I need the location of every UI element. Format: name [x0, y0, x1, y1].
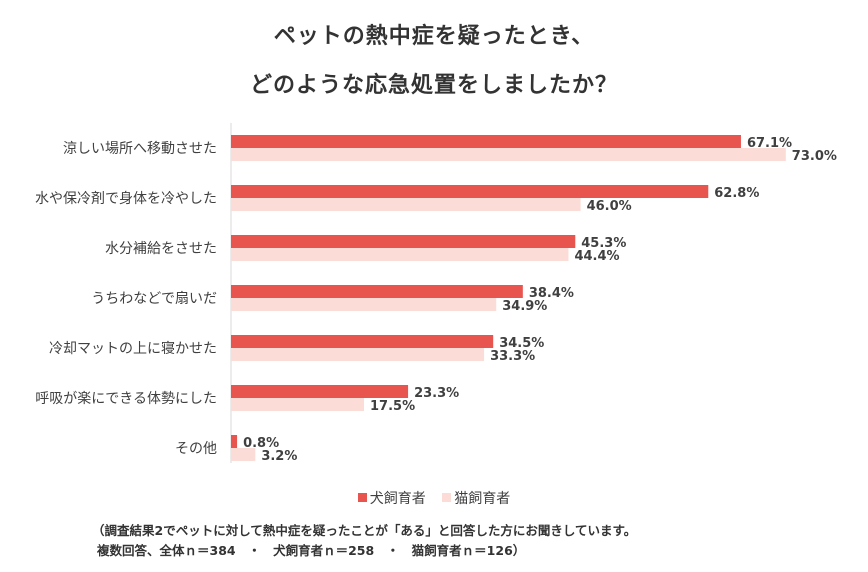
bar-cat	[231, 148, 786, 161]
bar-dog	[231, 235, 576, 248]
data-label-dog: 34.5%	[499, 336, 544, 351]
data-label-dog: 38.4%	[529, 286, 574, 301]
data-label-dog: 67.1%	[747, 136, 792, 151]
category-label: 水分補給をさせた	[105, 241, 217, 257]
footnote-line-1: （調査結果2でペットに対して熱中症を疑ったことが「ある」と回答した方にお聞きして…	[92, 523, 637, 538]
legend-label-dog: 犬飼育者	[369, 491, 426, 507]
chart-title-line-2: どのような応急処置をしましたか？	[249, 73, 618, 98]
category-label: 冷却マットの上に寝かせた	[49, 340, 217, 357]
data-label-dog: 23.3%	[414, 386, 459, 401]
data-label-cat: 44.4%	[574, 249, 619, 264]
legend-swatch-cat	[442, 493, 452, 502]
data-label-dog: 0.8%	[243, 436, 279, 451]
bar-cat	[231, 198, 581, 211]
category-label: 涼しい場所へ移動させた	[63, 141, 217, 157]
bar-dog	[231, 285, 523, 298]
legend: 犬飼育者 猫飼育者	[0, 488, 868, 508]
category-label: 呼吸が楽にできる体勢にした	[35, 391, 217, 407]
data-label-cat: 73.0%	[792, 149, 837, 164]
bar-dog	[231, 185, 709, 198]
bar-cat	[231, 348, 485, 361]
bar-cat	[231, 448, 256, 461]
category-label: うちわなどで扇いだ	[91, 291, 217, 307]
data-label-cat: 33.3%	[490, 349, 535, 364]
legend-swatch-dog	[357, 493, 367, 502]
bar-cat	[231, 298, 497, 311]
legend-label-cat: 猫飼育者	[454, 491, 511, 507]
bar-dog	[231, 435, 238, 448]
data-label-cat: 46.0%	[587, 199, 632, 214]
bar-dog	[231, 385, 409, 398]
legend-item-cat: 猫飼育者	[442, 488, 510, 508]
data-label-dog: 45.3%	[581, 236, 626, 251]
data-label-cat: 34.9%	[502, 299, 547, 314]
legend-item-dog: 犬飼育者	[357, 488, 426, 508]
footnote-line-2: 複数回答、全体ｎ＝384 ・ 犬飼育者ｎ＝258 ・ 猫飼育者ｎ＝126）	[97, 543, 526, 558]
chart-title-line-1: ペットの熱中症を疑ったとき、	[273, 24, 595, 49]
category-label: 水や保冷剤で身体を冷やした	[35, 191, 217, 207]
bar-cat	[231, 248, 569, 261]
bar-cat	[231, 398, 364, 411]
data-label-cat: 17.5%	[370, 399, 415, 414]
data-label-cat: 3.2%	[261, 449, 297, 464]
bar-dog	[231, 335, 494, 348]
bar-dog	[231, 135, 741, 148]
data-label-dog: 62.8%	[714, 186, 759, 201]
category-label: その他	[175, 441, 217, 457]
